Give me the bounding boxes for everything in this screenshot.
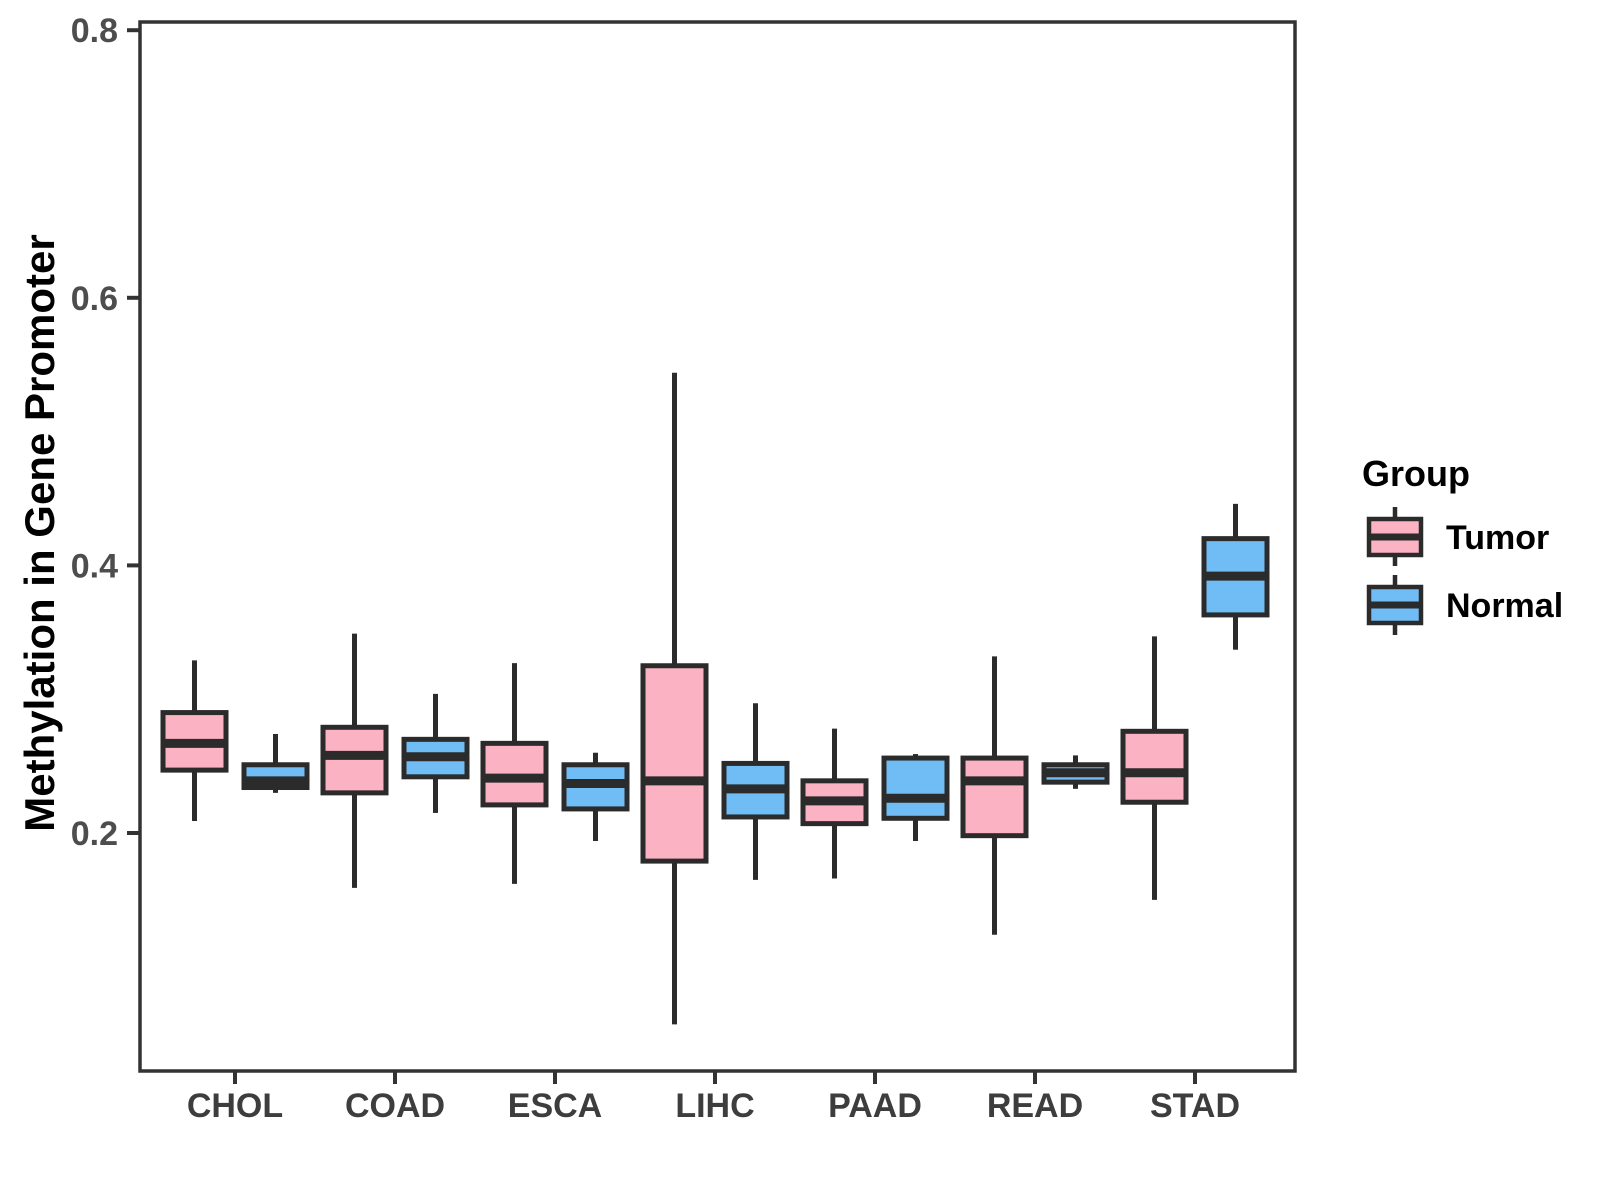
legend-key-tumor: Tumor bbox=[1366, 507, 1549, 566]
box-LIHC-Tumor bbox=[640, 372, 709, 1025]
y-tick-label-0.6: 0.6 bbox=[71, 280, 118, 318]
x-tick-label-CHOL: CHOL bbox=[187, 1087, 283, 1125]
box-ESCA-Tumor bbox=[480, 663, 549, 884]
box-READ-Tumor bbox=[960, 656, 1029, 935]
box-CHOL-Tumor bbox=[160, 660, 229, 821]
iqr-box-COAD-Tumor bbox=[320, 724, 389, 796]
box-COAD-Normal bbox=[401, 693, 470, 813]
box-PAAD-Normal bbox=[881, 754, 950, 842]
x-tick-label-PAAD: PAAD bbox=[828, 1087, 922, 1125]
box-PAAD-Tumor bbox=[800, 728, 869, 879]
legend-title: Group bbox=[1362, 453, 1470, 494]
y-axis: 0.2 0.4 0.6 0.8 bbox=[71, 12, 140, 853]
x-tick-label-ESCA: ESCA bbox=[508, 1087, 602, 1125]
x-tick-label-LIHC: LIHC bbox=[675, 1087, 754, 1125]
plot-panel-border bbox=[138, 20, 1297, 1073]
box-CHOL-Normal bbox=[241, 733, 310, 793]
x-axis: CHOL COAD ESCA LIHC PAAD READ STAD bbox=[187, 1071, 1240, 1125]
legend-label-normal: Normal bbox=[1446, 587, 1563, 625]
legend-key-normal: Normal bbox=[1366, 575, 1563, 635]
legend: Group Tumor Normal bbox=[1362, 453, 1563, 635]
y-axis-title: Methylation in Gene Promoter bbox=[16, 234, 63, 831]
x-tick-label-STAD: STAD bbox=[1150, 1087, 1240, 1125]
x-tick-label-COAD: COAD bbox=[345, 1087, 445, 1125]
y-tick-label-0.2: 0.2 bbox=[71, 815, 118, 853]
box-READ-Normal bbox=[1041, 755, 1110, 789]
box-ESCA-Normal bbox=[561, 752, 630, 842]
box-STAD-Normal bbox=[1201, 503, 1270, 650]
box-STAD-Tumor bbox=[1120, 636, 1189, 900]
iqr-box-STAD-Tumor bbox=[1120, 728, 1189, 805]
box-LIHC-Normal bbox=[721, 703, 790, 880]
y-tick-label-0.8: 0.8 bbox=[71, 12, 118, 50]
boxplot-layer bbox=[160, 372, 1270, 1025]
legend-label-tumor: Tumor bbox=[1446, 519, 1549, 557]
box-COAD-Tumor bbox=[320, 633, 389, 888]
iqr-box-PAAD-Normal bbox=[881, 755, 950, 821]
x-tick-label-READ: READ bbox=[987, 1087, 1083, 1125]
iqr-box-READ-Tumor bbox=[960, 755, 1029, 839]
y-tick-label-0.4: 0.4 bbox=[71, 547, 118, 585]
iqr-box-LIHC-Tumor bbox=[640, 663, 709, 864]
